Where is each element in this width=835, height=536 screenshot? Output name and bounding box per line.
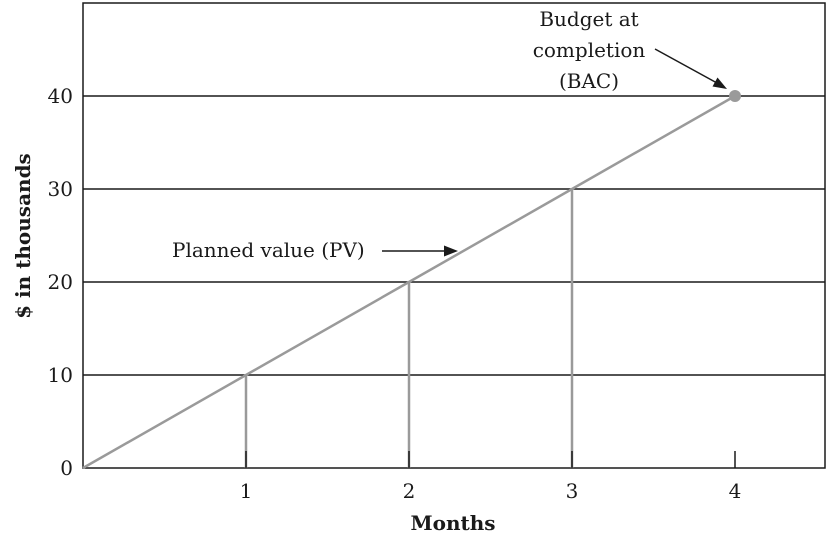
bac-annotation-line-3: (BAC)	[559, 69, 619, 93]
x-ticks: 1 2 3 4	[240, 451, 742, 503]
x-tick-label-4: 4	[729, 479, 742, 503]
gridlines	[83, 95, 825, 376]
pv-annotation: Planned value (PV)	[172, 238, 365, 262]
x-tick-label-3: 3	[566, 479, 579, 503]
pv-arrow-head	[444, 245, 458, 257]
y-tick-label-40: 40	[48, 84, 73, 108]
bac-annotation-line-1: Budget at	[539, 7, 638, 31]
x-axis-title: Months	[410, 511, 495, 535]
y-ticks: 0 10 20 30 40	[48, 84, 73, 480]
plot-frame	[82, 2, 826, 469]
x-tick-label-2: 2	[403, 479, 416, 503]
y-tick-label-30: 30	[48, 177, 73, 201]
bac-annotation-line-2: completion	[533, 38, 646, 62]
y-axis-title: $ in thousands	[11, 153, 35, 319]
pv-series-line	[82, 94, 736, 470]
drop-lines	[244, 189, 574, 468]
y-tick-label-0: 0	[60, 456, 73, 480]
bac-arrow-line	[654, 48, 718, 84]
x-tick-label-1: 1	[240, 479, 253, 503]
y-tick-label-10: 10	[48, 363, 73, 387]
y-tick-label-20: 20	[48, 270, 73, 294]
bac-point	[729, 90, 741, 102]
bac-arrow-head	[712, 77, 727, 89]
